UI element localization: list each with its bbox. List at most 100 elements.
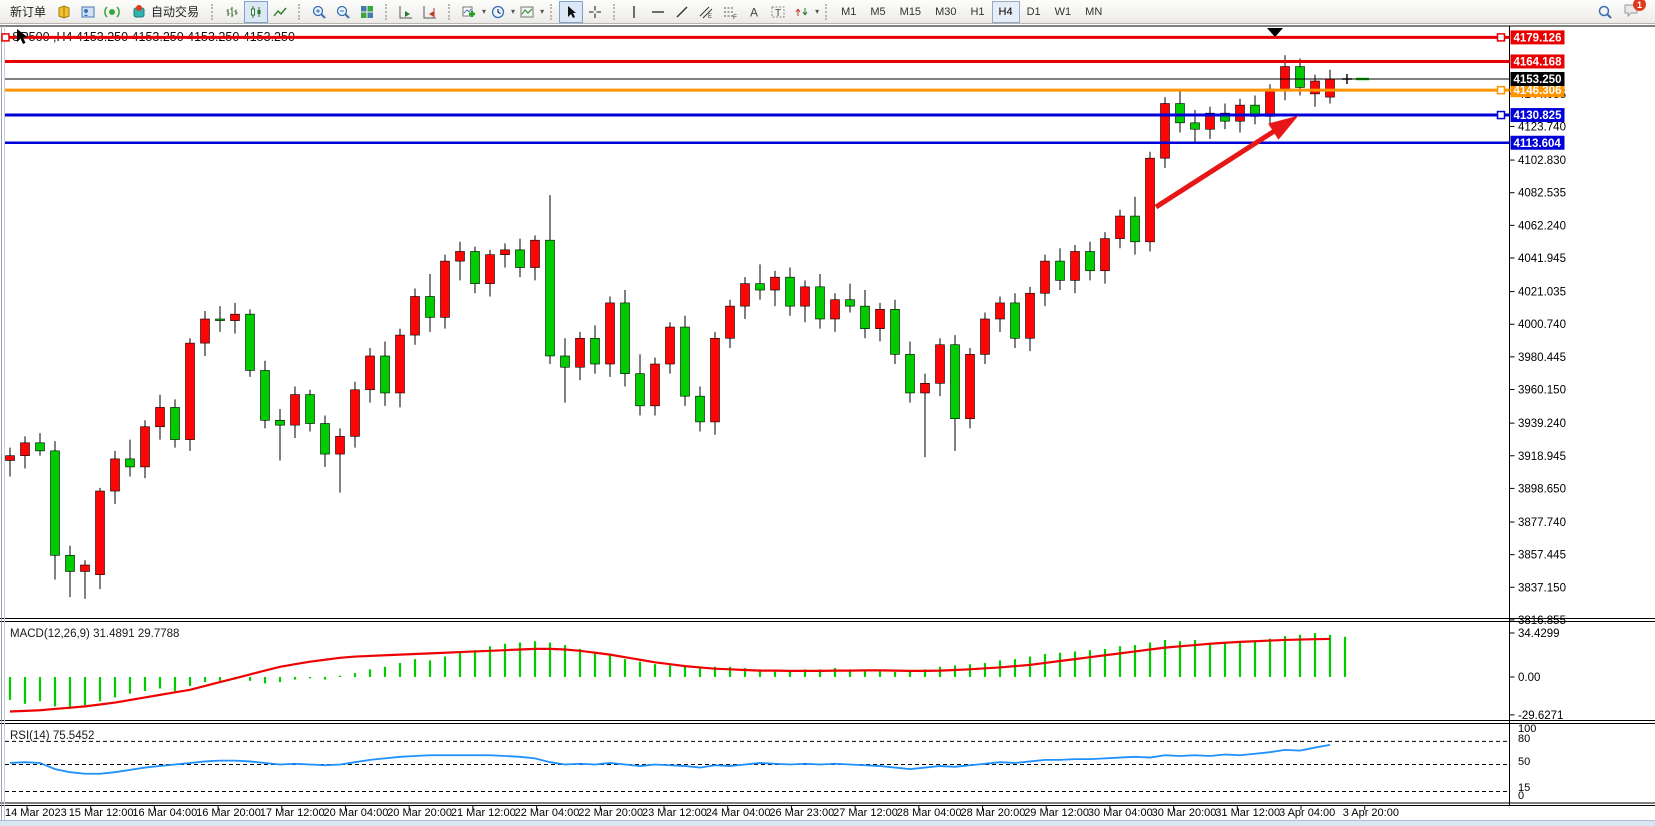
candle-body[interactable]: [470, 251, 480, 284]
chart-shift-icon[interactable]: [418, 1, 442, 23]
candle-body[interactable]: [1070, 251, 1080, 281]
candle-body[interactable]: [260, 370, 270, 421]
candle-body[interactable]: [590, 337, 600, 365]
candle-body[interactable]: [80, 564, 90, 572]
candle-body[interactable]: [560, 355, 570, 368]
timeframe-m30[interactable]: M30: [935, 5, 957, 18]
candle-body[interactable]: [710, 337, 720, 423]
candle-body[interactable]: [350, 389, 360, 437]
candle-body[interactable]: [140, 426, 150, 468]
candle-body[interactable]: [530, 239, 540, 268]
vertical-line-icon[interactable]: [622, 1, 646, 23]
line-selection-handle[interactable]: [1496, 110, 1506, 120]
add-indicator-caret[interactable]: ▾: [482, 7, 487, 16]
candle-body[interactable]: [245, 313, 255, 371]
candle-body[interactable]: [755, 283, 765, 291]
candle-body[interactable]: [95, 490, 105, 575]
candle-body[interactable]: [110, 458, 120, 492]
candle-body[interactable]: [1295, 66, 1305, 88]
candle-body[interactable]: [830, 299, 840, 320]
period-clock-icon[interactable]: [486, 1, 510, 23]
candle-body[interactable]: [1130, 215, 1140, 243]
candle-body[interactable]: [440, 260, 450, 318]
zoom-in-icon[interactable]: [307, 1, 331, 23]
candle-body[interactable]: [170, 407, 180, 440]
candle-body[interactable]: [485, 254, 495, 284]
trendline-icon[interactable]: [670, 1, 694, 23]
candlestick-chart-icon[interactable]: [244, 0, 269, 23]
candle-body[interactable]: [860, 305, 870, 329]
candle-body[interactable]: [965, 354, 975, 419]
autotrading-button[interactable]: 自动交易: [124, 0, 205, 24]
candle-body[interactable]: [665, 326, 675, 365]
candles-layer[interactable]: [5, 55, 1335, 599]
candle-body[interactable]: [335, 436, 345, 455]
candle-body[interactable]: [275, 419, 285, 426]
candle-body[interactable]: [515, 249, 525, 268]
candle-body[interactable]: [995, 302, 1005, 320]
candle-body[interactable]: [305, 394, 315, 424]
navigator-icon[interactable]: [100, 1, 124, 23]
candle-body[interactable]: [905, 354, 915, 394]
candle-body[interactable]: [1280, 66, 1290, 90]
candle-body[interactable]: [815, 286, 825, 320]
auto-scroll-icon[interactable]: [394, 1, 418, 23]
candle-body[interactable]: [680, 326, 690, 397]
candle-body[interactable]: [890, 309, 900, 355]
candle-body[interactable]: [320, 423, 330, 455]
candle-body[interactable]: [35, 442, 45, 452]
timeframe-h4[interactable]: H4: [991, 0, 1020, 23]
notifications-icon[interactable]: 1: [1623, 0, 1646, 21]
candle-body[interactable]: [455, 251, 465, 262]
candle-body[interactable]: [1325, 78, 1335, 98]
candle-body[interactable]: [395, 334, 405, 394]
template-caret[interactable]: ▾: [540, 7, 545, 16]
line-selection-handle[interactable]: [1496, 85, 1506, 95]
add-indicator-icon[interactable]: [457, 1, 481, 23]
data-window-icon[interactable]: [76, 1, 100, 23]
timeframe-mn[interactable]: MN: [1085, 5, 1103, 18]
candle-body[interactable]: [1235, 104, 1245, 122]
candle-body[interactable]: [1175, 103, 1185, 124]
line-selection-handle[interactable]: [1, 33, 10, 42]
candle-body[interactable]: [770, 276, 780, 291]
timeframe-h1[interactable]: H1: [970, 5, 985, 18]
candle-body[interactable]: [1145, 157, 1155, 243]
candle-body[interactable]: [785, 276, 795, 307]
channel-icon[interactable]: E: [694, 1, 718, 23]
candle-body[interactable]: [980, 318, 990, 355]
candle-body[interactable]: [50, 450, 60, 556]
bar-chart-icon[interactable]: [220, 1, 244, 23]
candle-body[interactable]: [1220, 112, 1230, 122]
chart-background[interactable]: [0, 24, 1655, 826]
timeframe-w1[interactable]: W1: [1054, 5, 1072, 18]
line-chart-icon[interactable]: [268, 1, 292, 23]
candle-body[interactable]: [500, 249, 510, 255]
search-icon[interactable]: [1593, 1, 1617, 23]
candle-body[interactable]: [1205, 112, 1215, 130]
trend-arrow-line[interactable]: [1154, 118, 1292, 210]
candle-body[interactable]: [740, 283, 750, 307]
arrows-icon[interactable]: [790, 1, 814, 23]
arrows-caret[interactable]: ▾: [815, 7, 820, 16]
template-icon[interactable]: [515, 1, 539, 23]
candle-body[interactable]: [605, 302, 615, 365]
trend-arrow-head[interactable]: [1268, 115, 1299, 140]
candle-body[interactable]: [935, 344, 945, 384]
candle-body[interactable]: [620, 302, 630, 374]
candle-body[interactable]: [1160, 103, 1170, 159]
candle-body[interactable]: [635, 373, 645, 407]
period-clock-caret[interactable]: ▾: [511, 7, 516, 16]
zoom-out-icon[interactable]: [331, 1, 355, 23]
candle-body[interactable]: [410, 296, 420, 336]
candle-body[interactable]: [1040, 260, 1050, 294]
candle-body[interactable]: [950, 344, 960, 419]
candle-body[interactable]: [575, 337, 585, 368]
timeframe-m1[interactable]: M1: [841, 5, 857, 18]
candle-body[interactable]: [155, 407, 165, 428]
candle-body[interactable]: [1100, 238, 1110, 272]
crosshair-icon[interactable]: [583, 1, 607, 23]
cursor-icon[interactable]: [559, 0, 584, 23]
candle-body[interactable]: [1025, 292, 1035, 339]
candle-body[interactable]: [230, 313, 240, 321]
